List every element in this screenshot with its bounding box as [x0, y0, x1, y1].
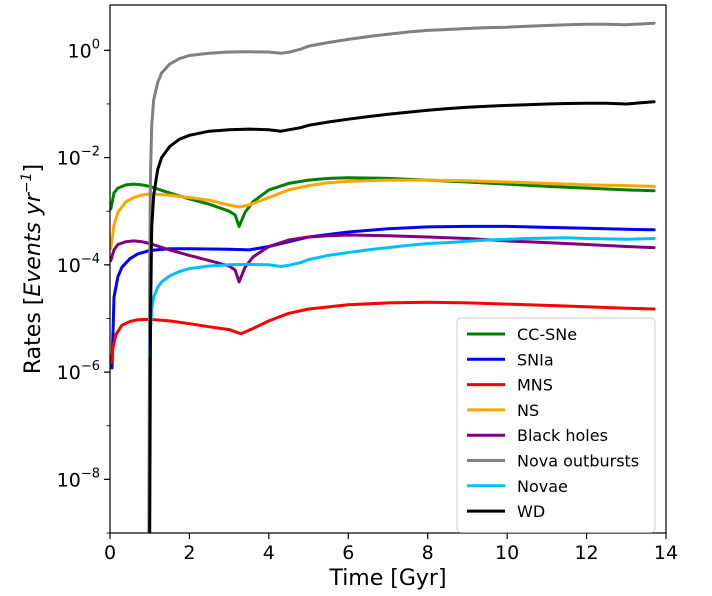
- legend-label: CC-SNe: [517, 325, 577, 344]
- legend-label: Novae: [517, 477, 568, 496]
- y-tick-label: 10−2: [57, 145, 100, 170]
- series-line-wd: [148, 100, 656, 533]
- legend-label: Nova outbursts: [517, 452, 639, 471]
- x-tick-label: 14: [654, 542, 678, 564]
- series-line-mns: [110, 300, 656, 365]
- x-tick-label: 10: [495, 542, 519, 564]
- x-tick-label: 8: [422, 542, 434, 564]
- y-axis: 10−8 10−6 10−4 10−2 100: [57, 37, 110, 534]
- legend-label: MNS: [517, 376, 553, 395]
- y-tick-label: 100: [68, 37, 100, 62]
- x-tick-label: 2: [183, 542, 195, 564]
- y-tick-label: 10−4: [57, 252, 100, 277]
- legend-label: WD: [517, 502, 545, 521]
- series-line-ns: [110, 178, 656, 251]
- x-axis-label: Time [Gyr]: [328, 566, 446, 591]
- plot-frame: [109, 4, 667, 534]
- x-tick-label: 6: [342, 542, 354, 564]
- series-line-novae: [148, 236, 656, 358]
- y-tick-label: 10−6: [57, 359, 100, 384]
- series-line-nova-outbursts: [147, 21, 656, 533]
- series-line-black-holes: [110, 233, 656, 284]
- legend-label: Black holes: [517, 426, 608, 445]
- legend-label: SNIa: [517, 350, 554, 369]
- x-axis: 0 2 4 6 8 10 12 14: [104, 533, 678, 564]
- y-axis-label: Rates [Events yr−1]: [19, 164, 46, 374]
- x-tick-label: 12: [574, 542, 598, 564]
- legend-label: NS: [517, 401, 539, 420]
- series-layer: [110, 21, 656, 533]
- legend-box: [456, 317, 656, 533]
- x-tick-label: 4: [263, 542, 275, 564]
- series-line-cc-sne: [110, 176, 656, 228]
- y-tick-label: 10−8: [57, 466, 100, 491]
- legend: CC-SNe SNIa MNS NS Black holes Nova outbursts…: [456, 317, 656, 533]
- x-tick-label: 0: [104, 542, 116, 564]
